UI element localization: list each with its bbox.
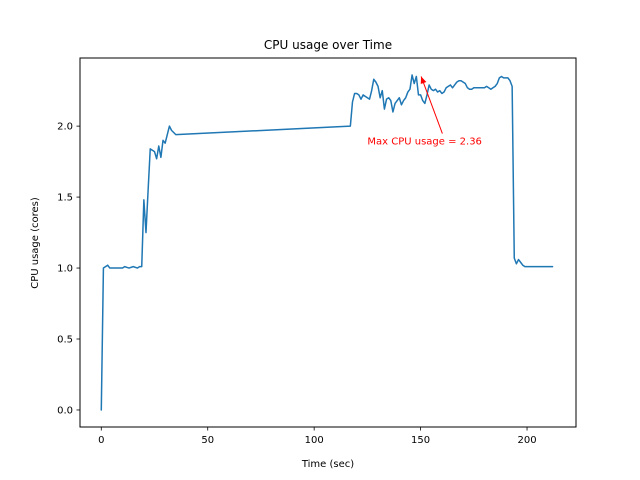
- x-tick-label: 200: [517, 435, 536, 446]
- x-tick-label: 150: [411, 435, 430, 446]
- x-axis-title: Time (sec): [301, 459, 354, 470]
- plot-area: [100, 74, 554, 411]
- y-tick-label: 1.5: [57, 193, 73, 204]
- annotation-arrow-line: [420, 76, 443, 134]
- y-axis: 0.0 0.5 1.0 1.5 2.0: [57, 122, 80, 416]
- annotation-text: Max CPU usage = 2.36: [367, 137, 482, 148]
- annotation: Max CPU usage = 2.36: [367, 76, 482, 148]
- chart-title: CPU usage over Time: [264, 38, 392, 52]
- x-tick-label: 100: [305, 435, 324, 446]
- x-axis: 0 50 100 150 200: [98, 427, 537, 446]
- y-tick-label: 0.5: [57, 335, 73, 346]
- plot-frame: [79, 57, 577, 428]
- y-tick-label: 2.0: [57, 122, 73, 133]
- y-tick-label: 1.0: [57, 264, 73, 275]
- y-axis-title: CPU usage (cores): [30, 197, 41, 289]
- cpu-usage-series-line: [100, 74, 554, 411]
- x-tick-label: 50: [201, 435, 214, 446]
- annotation-arrow-head: [420, 76, 427, 85]
- x-tick-label: 0: [98, 435, 104, 446]
- y-tick-label: 0.0: [57, 405, 73, 416]
